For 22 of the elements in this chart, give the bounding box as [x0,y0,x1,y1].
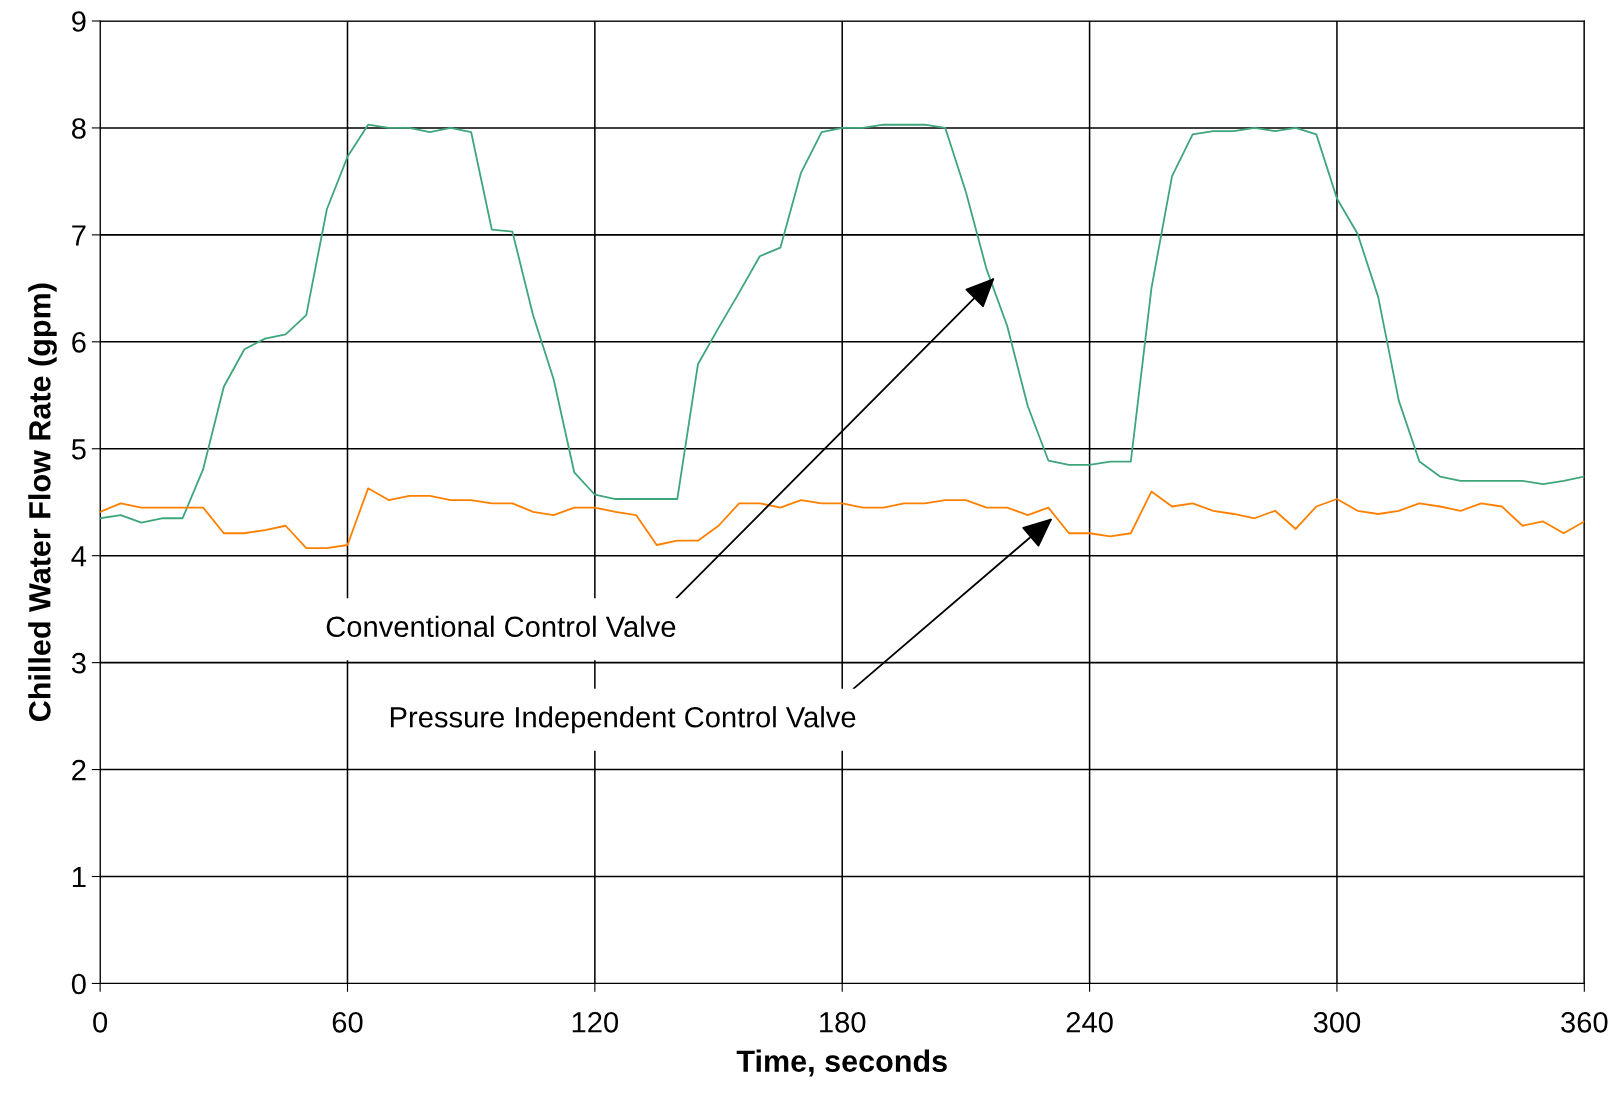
y-tick-label: 2 [72,759,86,781]
y-tick-label: 0 [71,973,86,995]
x-axis-title: Time, seconds [736,1049,947,1077]
x-tick-label: 0 [93,1012,108,1033]
y-tick-label: 1 [72,867,86,888]
y-tick-label: 7 [72,225,86,246]
line-series [100,487,1585,550]
x-tick-label: 300 [1313,1012,1361,1033]
y-tick-label: 3 [71,652,86,674]
y-tick-label: 6 [72,332,86,353]
annotation: Conventional Control Valve [326,615,676,638]
y-tick-label: 9 [72,11,86,32]
y-tick-label: 8 [71,118,86,139]
x-tick-label: 240 [1066,1012,1113,1033]
annotation: Pressure Independent Control Valve [390,706,856,734]
x-tick-label: 60 [332,1012,363,1033]
y-axis-title: Chilled Water Flow Rate (gpm) [28,283,57,722]
x-tick-label: 360 [1561,1012,1608,1033]
y-tick-label: 5 [71,439,86,460]
x-tick-label: 120 [572,1012,619,1033]
x-tick-label: 180 [820,1012,866,1033]
y-tick-label: 4 [71,546,87,567]
